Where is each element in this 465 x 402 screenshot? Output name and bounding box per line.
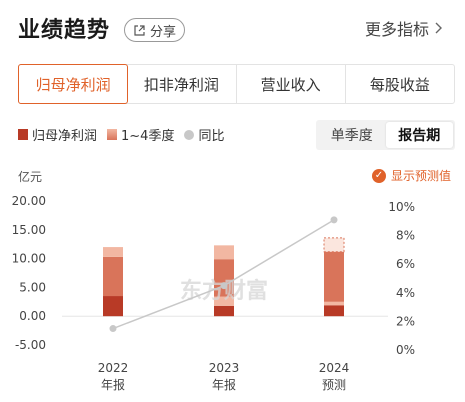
legend-label: 1~4季度	[121, 129, 175, 144]
show-forecast-toggle[interactable]: ✓ 显示预测值	[371, 167, 451, 184]
more-label: 更多指标	[364, 20, 429, 39]
bar-segment	[103, 247, 123, 257]
legend-dot	[184, 129, 195, 140]
x-tick-label: 2023	[209, 361, 240, 375]
y-tick-label: 0.00	[19, 309, 46, 323]
legend-swatch	[18, 129, 28, 140]
y2-tick-label: 8%	[396, 229, 415, 243]
tab-eps[interactable]: 每股收益	[369, 75, 430, 94]
legend-label: 归母净利润	[32, 129, 98, 144]
bar-segment	[103, 256, 123, 297]
period-toggle: 单季度 报告期	[316, 120, 455, 150]
x-tick-sublabel: 年报	[101, 377, 125, 392]
bar-segment	[324, 301, 344, 306]
y-axis-unit: 亿元	[18, 170, 43, 184]
bar-segment	[324, 251, 344, 302]
legend-label: 同比	[198, 129, 225, 144]
more-indicators-link[interactable]: 更多指标	[365, 16, 443, 40]
metric-tabs: 归母净利润 扣非净利润 营业收入 每股收益	[18, 64, 455, 104]
x-tick-sublabel: 预测	[322, 378, 346, 392]
bar-segment	[324, 305, 344, 317]
bar-segment	[214, 245, 234, 260]
tab-revenue[interactable]: 营业收入	[237, 65, 346, 103]
bar-segment	[323, 237, 345, 253]
y-tick-label: -5.00	[15, 338, 46, 352]
legend-swatch	[107, 129, 118, 140]
report-period-button[interactable]: 报告期	[385, 122, 453, 148]
legend-item-quarters: 1~4季度	[107, 125, 174, 144]
page-title: 业绩趋势	[18, 18, 111, 43]
y-tick-label: 10.00	[12, 252, 46, 266]
x-tick-label: 2024	[319, 361, 350, 375]
y-tick-label: 5.00	[19, 280, 46, 294]
tab-net-profit[interactable]: 归母净利润	[18, 64, 129, 104]
y2-tick-label: 2%	[396, 314, 415, 328]
y2-tick-label: 10%	[388, 200, 415, 214]
bar-segment	[214, 305, 234, 317]
tab-deducted-net-profit[interactable]: 扣非净利润	[127, 65, 237, 103]
single-quarter-button[interactable]: 单季度	[330, 128, 373, 144]
legend-item-yoy: 同比	[184, 125, 224, 144]
chevron-right-icon	[435, 22, 442, 34]
y-tick-label: 20.00	[12, 194, 46, 208]
y2-tick-label: 6%	[396, 257, 415, 271]
legend-item-net-profit: 归母净利润	[18, 125, 97, 144]
yoy-point	[220, 282, 228, 290]
yoy-point	[330, 216, 338, 224]
share-button[interactable]: 分享	[124, 18, 186, 42]
bar-segment	[214, 296, 234, 306]
check-icon: ✓	[371, 168, 386, 183]
forecast-label: 显示预测值	[390, 169, 451, 183]
watermark: 东方财富	[180, 278, 268, 304]
bar-segment	[103, 296, 123, 317]
chart-legend: 归母净利润 1~4季度 同比	[18, 125, 224, 144]
x-tick-sublabel: 年报	[212, 377, 236, 392]
y-tick-label: 15.00	[12, 223, 46, 237]
share-label: 分享	[150, 24, 177, 40]
y2-tick-label: 4%	[396, 286, 415, 300]
share-icon	[134, 24, 145, 36]
y2-tick-label: 0%	[396, 343, 415, 357]
yoy-point	[109, 325, 117, 333]
x-tick-label: 2022	[98, 361, 129, 375]
